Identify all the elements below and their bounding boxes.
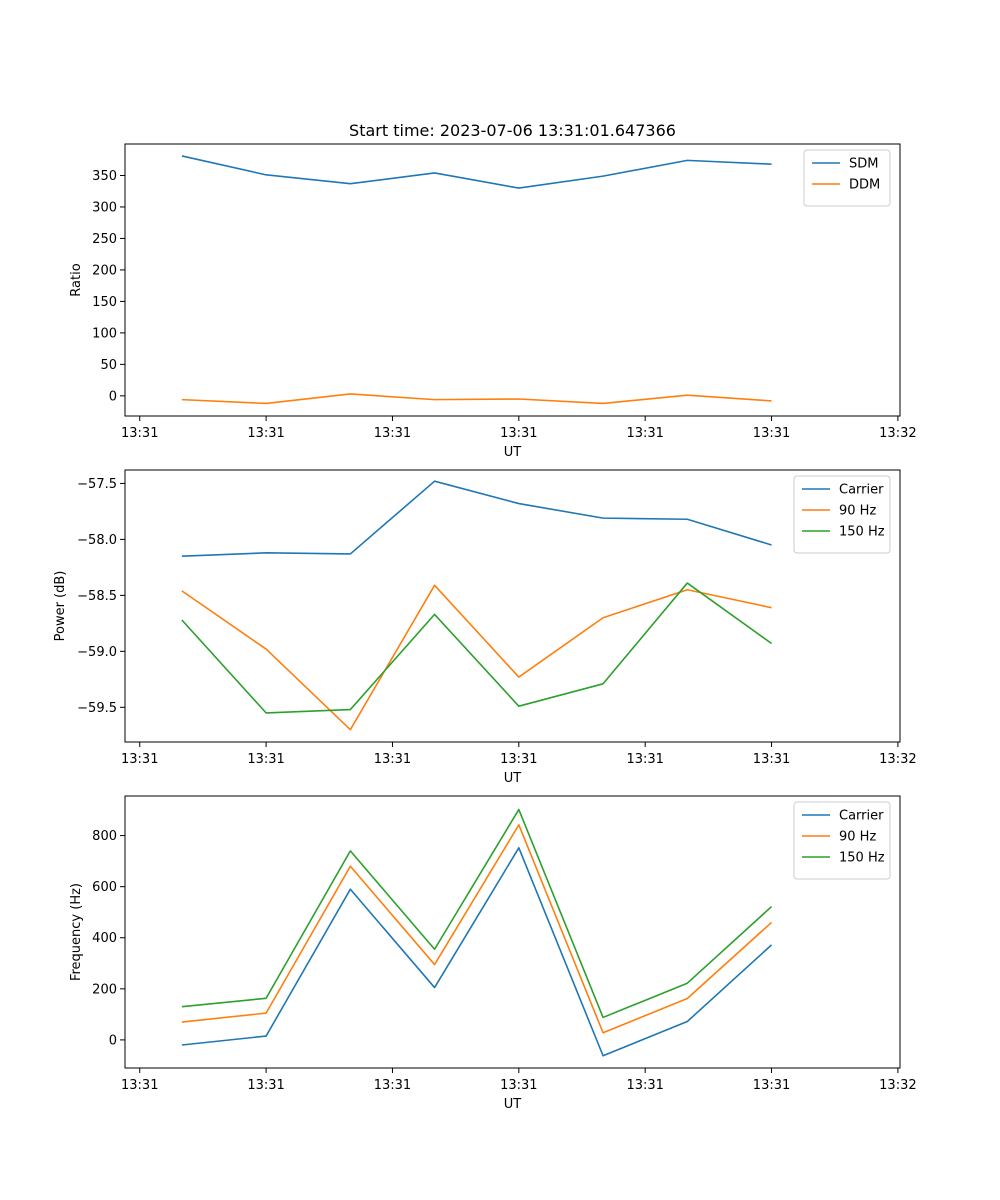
ratio-panel: Start time: 2023-07-06 13:31:01.647366 13… [69,121,917,460]
power-x-tick-label: 13:31 [247,752,284,767]
power-y-tick-label: −59.0 [77,645,117,660]
ratio-series-sdm-line [181,155,772,189]
ratio-y-tick-label: 250 [92,232,117,247]
ratio-y-tick-label: 200 [92,263,117,278]
power-series-150-hz-line [181,582,773,714]
power-x-axis-label: UT [504,771,522,786]
ratio-legend-label: SDM [849,157,878,172]
power-series-carrier-line [181,480,772,557]
frequency-panel: 13:31 13:31 13:31 13:31 13:31 13:31 13:32 0 200 4… [69,795,917,1112]
ratio-series-ddm-line [181,393,772,405]
ratio-x-tick-label: 13:31 [500,426,537,441]
ratio-legend-label: DDM [849,178,880,193]
frequency-x-axis-label: UT [504,1097,522,1112]
ratio-y-tick-label: 300 [92,200,117,215]
power-legend: Carrier 90 Hz 150 Hz [793,475,891,554]
power-axes-frame [124,469,901,743]
frequency-series-90-hz-line [181,824,773,1034]
power-y-tick-label: −59.5 [77,701,117,716]
power-legend-label: Carrier [839,483,884,498]
frequency-x-tick-label: 13:31 [247,1078,284,1093]
ratio-x-tick-label: 13:32 [879,426,916,441]
ratio-x-tick-label: 13:31 [121,426,158,441]
ratio-x-tick-label: 13:31 [753,426,790,441]
frequency-x-tick-label: 13:32 [879,1078,916,1093]
ratio-y-tick-label: 350 [92,169,117,184]
ratio-y-axis-label: Ratio [69,263,84,296]
ratio-y-tick-label: 100 [92,326,117,341]
ratio-y-tick-label: 150 [92,295,117,310]
frequency-legend-label: Carrier [839,809,884,824]
ratio-x-tick-label: 13:31 [247,426,284,441]
power-legend-box [793,475,891,554]
frequency-x-tick-label: 13:31 [500,1078,537,1093]
frequency-x-tick-label: 13:31 [374,1078,411,1093]
ratio-axes-frame [124,143,901,417]
power-x-tick-label: 13:31 [500,752,537,767]
frequency-y-tick-label: 200 [92,982,117,997]
ratio-y-tick-label: 0 [109,389,117,404]
frequency-y-axis-label: Frequency (Hz) [69,883,84,981]
frequency-x-tick-label: 13:31 [121,1078,158,1093]
ratio-x-tick-label: 13:31 [626,426,663,441]
power-series-90-hz-line [181,584,772,731]
ratio-x-axis-label: UT [504,445,522,460]
power-y-tick-label: −57.5 [77,477,117,492]
frequency-legend-label: 90 Hz [839,830,876,845]
frequency-legend-label: 150 Hz [839,851,885,866]
ratio-x-tick-label: 13:31 [374,426,411,441]
frequency-axes-frame [124,795,901,1069]
power-y-tick-label: −58.5 [77,589,117,604]
frequency-y-tick-label: 600 [92,880,117,895]
frequency-x-tick-label: 13:31 [626,1078,663,1093]
frequency-legend-box [793,801,891,880]
power-legend-label: 90 Hz [839,504,876,519]
frequency-series-150-hz-line [181,808,773,1019]
ratio-legend: SDM DDM [803,149,891,207]
ratio-chart-title: Start time: 2023-07-06 13:31:01.647366 [349,121,676,140]
ratio-y-tick-label: 50 [100,358,117,373]
frequency-series-carrier-line [181,847,773,1057]
frequency-y-tick-label: 800 [92,829,117,844]
frequency-y-tick-label: 400 [92,931,117,946]
frequency-x-tick-label: 13:31 [753,1078,790,1093]
ratio-legend-box [803,149,891,207]
power-x-tick-label: 13:31 [374,752,411,767]
power-x-tick-label: 13:32 [879,752,916,767]
power-x-tick-label: 13:31 [753,752,790,767]
power-x-tick-label: 13:31 [626,752,663,767]
frequency-legend: Carrier 90 Hz 150 Hz [793,801,891,880]
frequency-y-tick-label: 0 [109,1033,117,1048]
power-panel: 13:31 13:31 13:31 13:31 13:31 13:31 13:32 −57.5… [53,469,917,786]
power-y-axis-label: Power (dB) [53,571,68,642]
power-y-tick-label: −58.0 [77,533,117,548]
power-legend-label: 150 Hz [839,525,885,540]
power-x-tick-label: 13:31 [121,752,158,767]
